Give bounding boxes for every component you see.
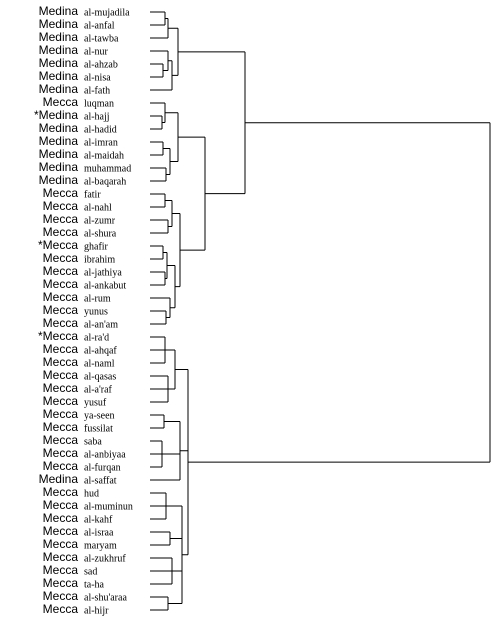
leaf-place: Medina (39, 4, 79, 18)
leaf-name: al-saffat (84, 475, 117, 486)
leaf-place: Mecca (43, 407, 79, 421)
leaf-name: al-tawba (84, 33, 119, 44)
leaf-place: Medina (39, 147, 79, 161)
leaf-place: Mecca (43, 342, 79, 356)
leaf-place: Mecca (43, 355, 79, 369)
leaf-place: Mecca (43, 225, 79, 239)
leaf-name: al-furqan (84, 462, 121, 473)
leaf-place: *Medina (34, 108, 78, 122)
leaf-name: al-qasas (84, 371, 116, 382)
leaf-name: yusuf (84, 397, 107, 408)
leaf-name: al-rum (84, 293, 111, 304)
leaf-name: al-anfal (84, 20, 115, 31)
leaf-place: Medina (39, 472, 79, 486)
leaf-name: al-shura (84, 228, 117, 239)
leaf-place: Medina (39, 69, 79, 83)
leaf-place: Mecca (43, 602, 79, 616)
leaf-name: al-maidah (84, 150, 124, 161)
leaf-place: Medina (39, 134, 79, 148)
leaf-name: al-nisa (84, 72, 111, 83)
leaf-place: Medina (39, 30, 79, 44)
leaf-place: Medina (39, 121, 79, 135)
leaf-place: Mecca (43, 381, 79, 395)
leaf-name: al-an'am (84, 319, 118, 330)
leaf-name: ya-seen (84, 410, 115, 421)
leaf-place: Medina (39, 82, 79, 96)
leaf-name: hud (84, 488, 99, 499)
leaf-name: al-zumr (84, 215, 116, 226)
leaf-place: Mecca (43, 316, 79, 330)
leaf-place: Medina (39, 56, 79, 70)
leaf-place: Mecca (43, 433, 79, 447)
leaf-name: al-kahf (84, 514, 113, 525)
leaf-place: Mecca (43, 251, 79, 265)
leaf-name: sad (84, 566, 97, 577)
leaf-place: Mecca (43, 303, 79, 317)
leaf-place: Mecca (43, 511, 79, 525)
leaf-name: al-ahqaf (84, 345, 117, 356)
leaf-place: Mecca (43, 459, 79, 473)
leaf-name: al-hajj (84, 111, 110, 122)
leaf-place: Medina (39, 43, 79, 57)
leaf-place: Medina (39, 160, 79, 174)
leaf-place: Mecca (43, 212, 79, 226)
leaf-place: Mecca (43, 186, 79, 200)
leaf-name: al-nahl (84, 202, 112, 213)
leaf-name: al-ahzab (84, 59, 118, 70)
leaf-name: al-baqarah (84, 176, 126, 187)
leaf-name: al-mujadila (84, 7, 130, 18)
leaf-name: al-hadid (84, 124, 117, 135)
leaf-name: ghafir (84, 241, 109, 252)
leaf-name: al-zukhruf (84, 553, 126, 564)
leaf-name: yunus (84, 306, 108, 317)
leaf-place: Mecca (43, 537, 79, 551)
leaf-name: al-ra'd (84, 332, 109, 343)
leaf-name: al-nur (84, 46, 109, 57)
leaf-place: Mecca (43, 277, 79, 291)
leaf-place: Mecca (43, 524, 79, 538)
leaf-place: Mecca (43, 290, 79, 304)
leaf-name: maryam (84, 540, 117, 551)
leaf-name: al-hijr (84, 605, 109, 616)
leaf-place: Medina (39, 17, 79, 31)
leaf-name: ta-ha (84, 579, 105, 590)
leaf-name: al-shu'araa (84, 592, 127, 603)
leaf-place: Mecca (43, 95, 79, 109)
leaf-name: al-a'raf (84, 384, 113, 395)
leaf-place: *Mecca (38, 329, 78, 343)
leaf-name: al-naml (84, 358, 115, 369)
leaf-name: al-fath (84, 85, 110, 96)
leaf-name: fatir (84, 189, 101, 200)
leaf-place: Mecca (43, 394, 79, 408)
leaf-name: al-ankabut (84, 280, 126, 291)
leaf-name: al-imran (84, 137, 118, 148)
leaf-place: Mecca (43, 264, 79, 278)
leaf-place: Medina (39, 173, 79, 187)
leaf-name: fussilat (84, 423, 113, 434)
leaf-place: Mecca (43, 576, 79, 590)
leaf-name: al-jathiya (84, 267, 122, 278)
leaf-name: al-muminun (84, 501, 133, 512)
leaf-name: luqman (84, 98, 114, 109)
leaf-place: *Mecca (38, 238, 78, 252)
leaf-place: Mecca (43, 446, 79, 460)
leaf-name: saba (84, 436, 102, 447)
leaf-name: al-israa (84, 527, 114, 538)
leaf-name: ibrahim (84, 254, 115, 265)
leaf-place: Mecca (43, 563, 79, 577)
leaf-name: muhammad (84, 163, 131, 174)
leaf-place: Mecca (43, 485, 79, 499)
leaf-place: Mecca (43, 368, 79, 382)
leaf-place: Mecca (43, 199, 79, 213)
leaf-place: Mecca (43, 498, 79, 512)
leaf-place: Mecca (43, 589, 79, 603)
leaf-place: Mecca (43, 420, 79, 434)
leaf-place: Mecca (43, 550, 79, 564)
leaf-name: al-anbiyaa (84, 449, 126, 460)
